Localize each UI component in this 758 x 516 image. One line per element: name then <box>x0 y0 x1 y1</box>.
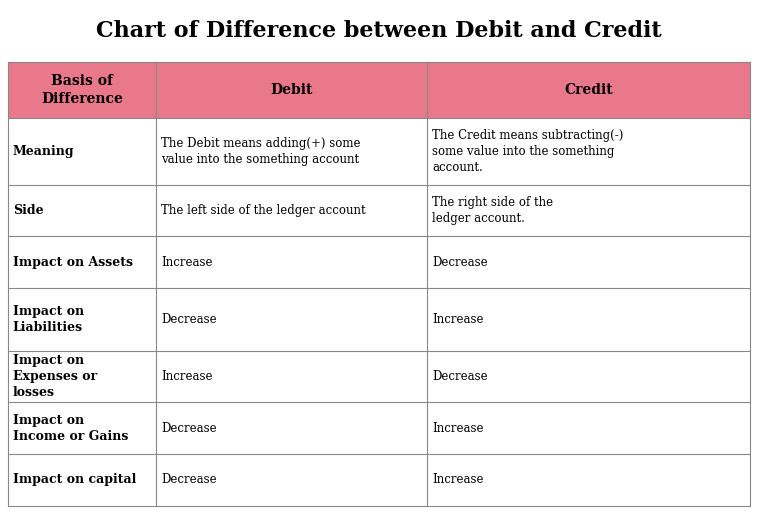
Bar <box>8 118 156 185</box>
Bar <box>428 288 750 350</box>
Bar <box>428 454 750 506</box>
Bar <box>156 288 428 350</box>
Bar <box>8 62 156 118</box>
Text: The Debit means adding(+) some
value into the something account: The Debit means adding(+) some value int… <box>161 137 361 166</box>
Text: Decrease: Decrease <box>161 313 217 326</box>
Text: Decrease: Decrease <box>433 256 488 269</box>
Text: Decrease: Decrease <box>433 370 488 383</box>
Text: The left side of the ledger account: The left side of the ledger account <box>161 204 366 217</box>
Text: Impact on
Income or Gains: Impact on Income or Gains <box>13 414 128 443</box>
Text: Debit: Debit <box>271 83 313 97</box>
Text: Meaning: Meaning <box>13 145 74 158</box>
Text: Impact on
Liabilities: Impact on Liabilities <box>13 305 84 334</box>
Bar <box>156 454 428 506</box>
Text: Impact on Assets: Impact on Assets <box>13 256 133 269</box>
Bar <box>8 350 156 402</box>
Text: Decrease: Decrease <box>161 473 217 486</box>
Text: Decrease: Decrease <box>161 422 217 434</box>
Text: The right side of the
ledger account.: The right side of the ledger account. <box>433 196 553 225</box>
Text: Increase: Increase <box>433 422 484 434</box>
Bar <box>8 402 156 454</box>
Bar <box>428 185 750 236</box>
Bar <box>428 402 750 454</box>
Bar <box>156 402 428 454</box>
Bar <box>428 62 750 118</box>
Bar <box>8 185 156 236</box>
Text: Increase: Increase <box>433 313 484 326</box>
Text: Side: Side <box>13 204 43 217</box>
Text: Increase: Increase <box>433 473 484 486</box>
Text: Chart of Difference between Debit and Credit: Chart of Difference between Debit and Cr… <box>96 20 662 42</box>
Bar <box>156 350 428 402</box>
Text: Impact on capital: Impact on capital <box>13 473 136 486</box>
Bar <box>8 236 156 288</box>
Text: Credit: Credit <box>565 83 613 97</box>
Bar <box>156 118 428 185</box>
Text: Increase: Increase <box>161 370 213 383</box>
Bar <box>8 454 156 506</box>
Text: Impact on
Expenses or
losses: Impact on Expenses or losses <box>13 354 97 399</box>
Bar <box>8 288 156 350</box>
Bar <box>428 236 750 288</box>
Bar <box>156 185 428 236</box>
Text: Basis of
Difference: Basis of Difference <box>41 74 123 106</box>
Bar <box>156 236 428 288</box>
Bar <box>156 62 428 118</box>
Bar <box>428 118 750 185</box>
Text: The Credit means subtracting(-)
some value into the something
account.: The Credit means subtracting(-) some val… <box>433 129 624 174</box>
Text: Increase: Increase <box>161 256 213 269</box>
Bar <box>428 350 750 402</box>
